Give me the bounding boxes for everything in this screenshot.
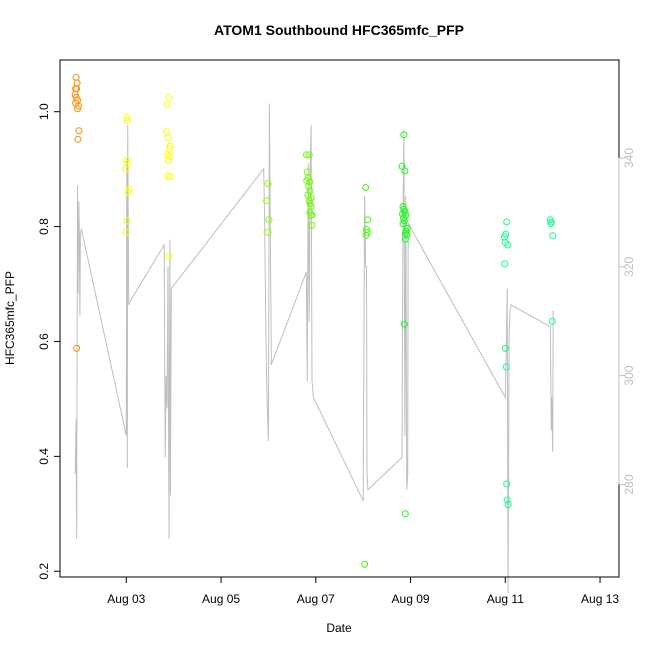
data-point-49 [306, 200, 314, 208]
data-point-43 [306, 178, 314, 186]
data-point-37 [264, 228, 272, 236]
data-point-63 [401, 167, 409, 175]
primary-series [71, 73, 557, 568]
data-point-85 [501, 344, 509, 352]
x-tick-label-2: Aug 07 [297, 592, 335, 606]
data-point-38 [302, 151, 310, 159]
data-point-13 [123, 113, 131, 121]
data-point-87 [503, 480, 511, 488]
y-tick-label-0: 0.2 [37, 563, 51, 580]
data-point-94 [548, 317, 556, 325]
data-point-77 [400, 320, 408, 328]
data-point-54 [308, 221, 316, 229]
data-point-45 [306, 187, 314, 195]
data-point-9 [74, 105, 81, 113]
data-point-26 [166, 142, 174, 150]
chart-title: ATOM1 Southbound HFC365mfc_PFP [214, 22, 464, 38]
data-point-20 [123, 217, 131, 225]
y-tick-label-2: 0.6 [37, 333, 51, 350]
y-axis-right: 280 300 320 340 [618, 148, 636, 494]
data-point-56 [364, 216, 372, 224]
data-point-22 [165, 93, 173, 101]
data-point-60 [361, 560, 369, 568]
x-tick-label-3: Aug 09 [392, 592, 430, 606]
x-tick-label-4: Aug 11 [487, 592, 524, 606]
data-point-32 [166, 173, 174, 181]
y-tick-label-3: 0.8 [37, 218, 51, 235]
data-point-78 [401, 510, 409, 518]
y2-tick-label-1: 300 [622, 365, 636, 385]
y2-tick-label-2: 320 [622, 256, 636, 276]
data-point-55 [362, 184, 370, 191]
data-point-93 [549, 232, 557, 240]
data-point-71 [399, 220, 407, 228]
x-axis: Aug 03 Aug 05 Aug 07 Aug 09 Aug 11 Aug 13 [107, 576, 619, 606]
data-point-36 [265, 216, 273, 224]
secondary-series [74, 103, 554, 594]
data-point-66 [401, 208, 409, 216]
y-tick-label-4: 1.0 [37, 103, 51, 120]
data-point-86 [502, 363, 510, 371]
data-point-61 [400, 131, 408, 139]
data-point-23 [163, 101, 171, 109]
secondary-series-line [74, 103, 554, 594]
data-point-67 [399, 210, 406, 218]
data-point-12 [73, 344, 81, 352]
data-point-79 [503, 218, 511, 226]
data-point-4 [71, 91, 79, 98]
data-point-30 [165, 157, 172, 164]
y-axis-label: HFC365mfc_PFP [3, 271, 17, 365]
data-point-88 [503, 496, 511, 504]
data-point-84 [501, 260, 509, 268]
x-tick-label-1: Aug 05 [202, 592, 240, 606]
data-point-59 [362, 231, 370, 239]
data-point-83 [504, 241, 512, 249]
data-point-75 [403, 231, 411, 239]
data-point-17 [122, 165, 130, 173]
data-point-35 [263, 197, 270, 205]
data-point-82 [501, 239, 509, 247]
x-axis-label: Date [326, 621, 352, 635]
data-point-10 [75, 127, 83, 135]
data-point-33 [165, 253, 173, 260]
data-point-11 [74, 135, 82, 143]
y2-tick-label-0: 280 [622, 474, 636, 494]
y2-tick-label-3: 340 [622, 148, 636, 168]
data-point-92 [547, 220, 555, 228]
data-point-34 [264, 180, 272, 187]
y-tick-label-1: 0.4 [37, 448, 51, 465]
data-point-39 [305, 151, 313, 159]
data-point-53 [307, 211, 315, 219]
data-point-76 [401, 235, 409, 243]
x-tick-label-0: Aug 03 [107, 592, 145, 606]
data-point-25 [164, 134, 172, 142]
x-tick-label-5: Aug 13 [581, 592, 619, 606]
y-axis-left: 0.2 0.4 0.6 0.8 1.0 [37, 103, 61, 580]
data-point-44 [305, 182, 313, 190]
data-point-21 [122, 228, 130, 236]
data-point-19 [124, 188, 132, 196]
data-point-14 [123, 116, 131, 124]
data-point-29 [165, 153, 173, 160]
data-point-89 [504, 501, 512, 509]
